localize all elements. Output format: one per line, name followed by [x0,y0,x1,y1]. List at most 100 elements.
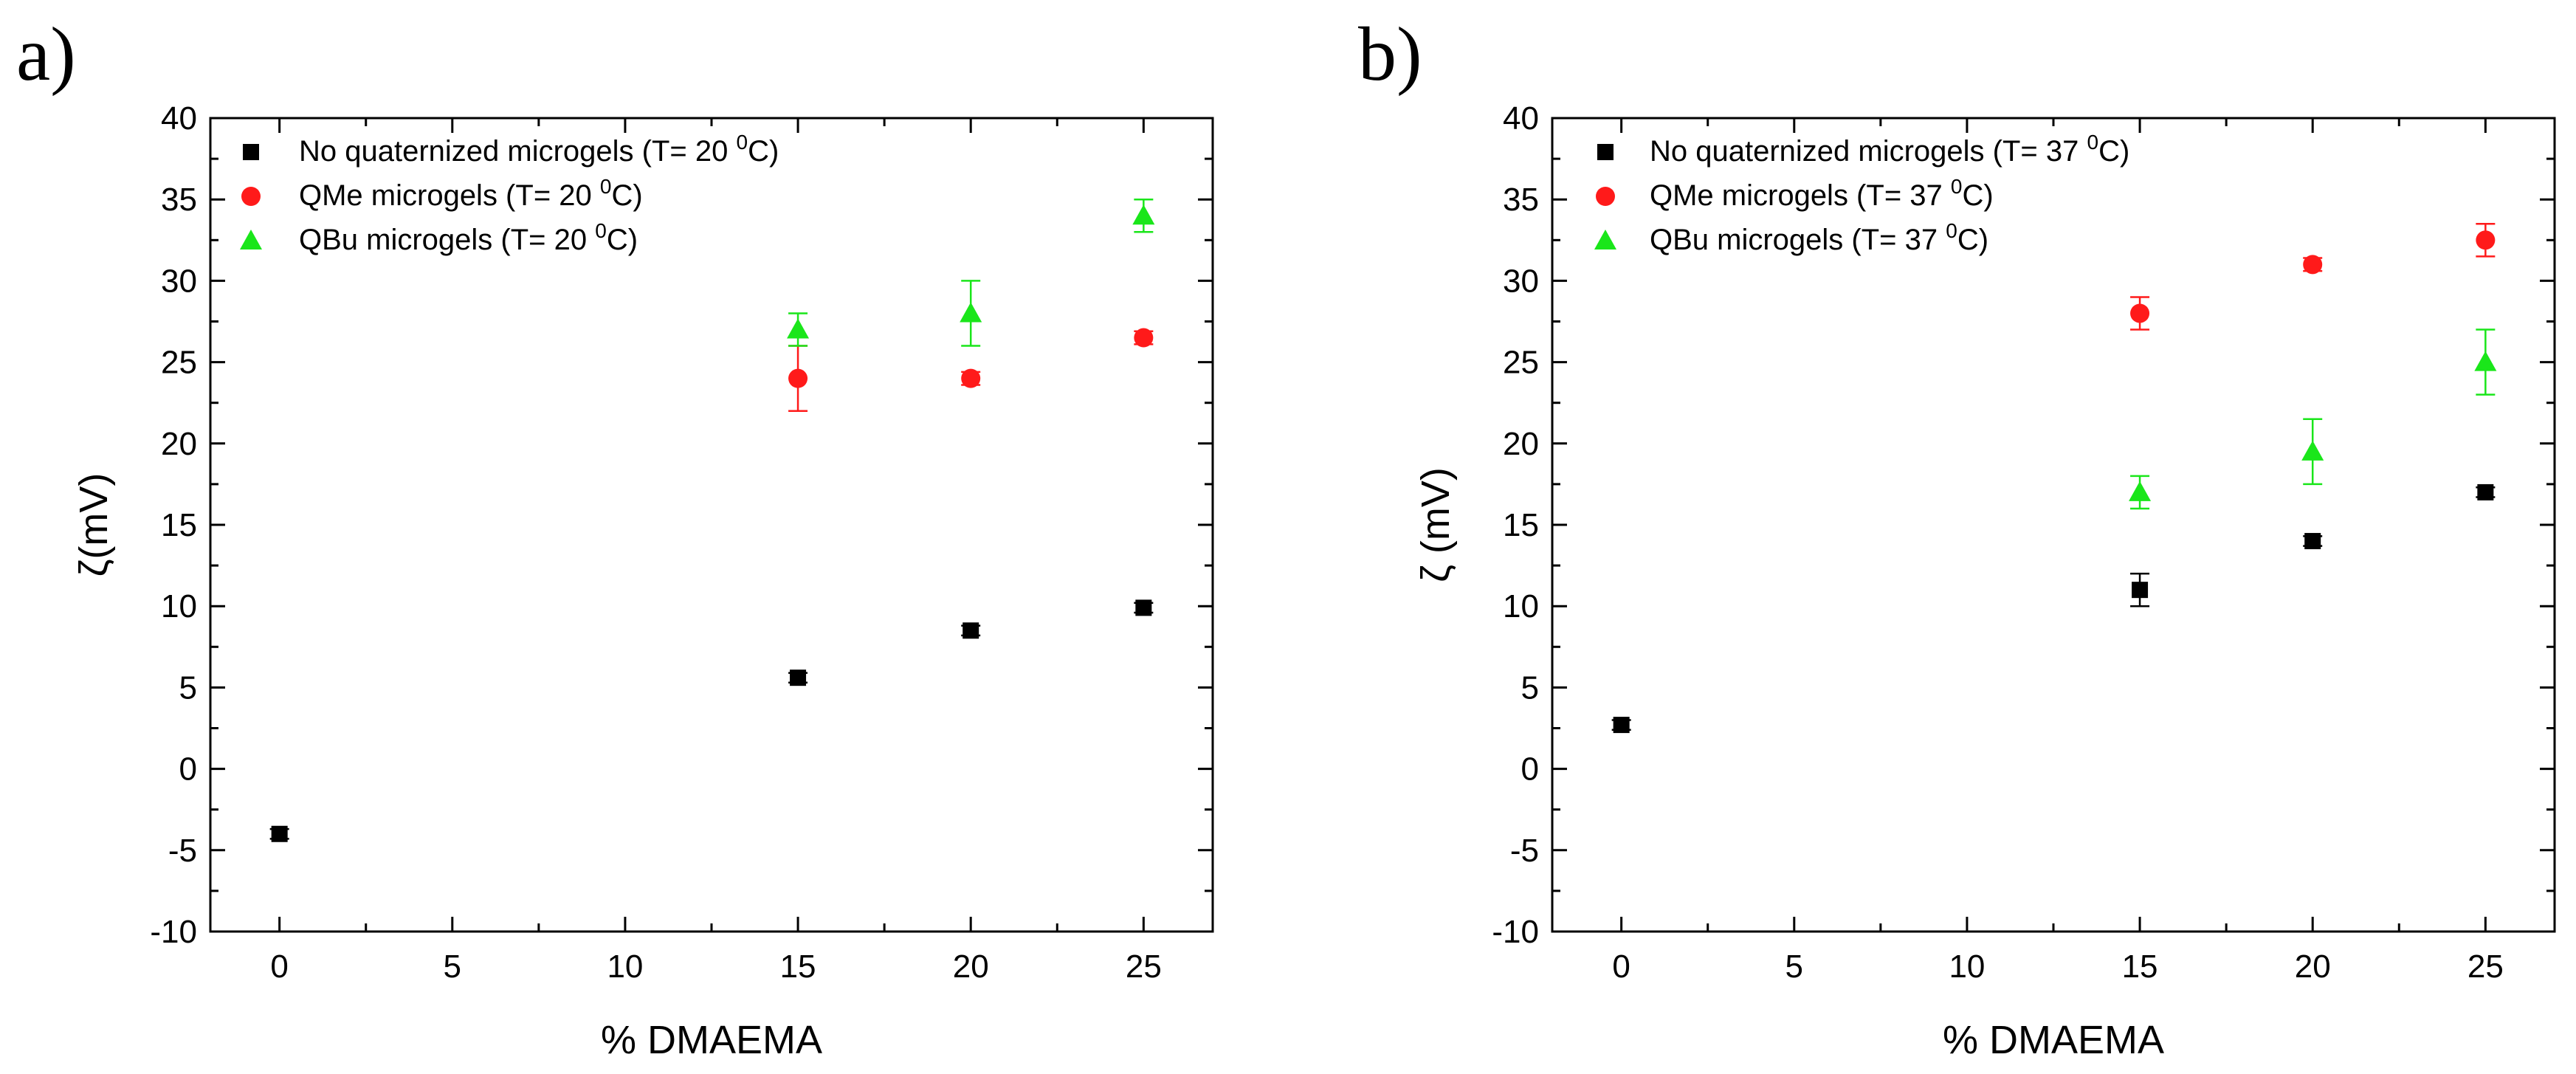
y-tick-label: 10 [1503,588,1539,624]
y-tick-label: 20 [161,426,197,462]
legend-marker [240,230,262,249]
data-point [787,318,810,339]
series-circle [788,328,1154,412]
y-tick-label: -5 [168,833,197,869]
y-tick-label: 5 [1521,669,1539,706]
y-tick-label: 5 [179,669,197,706]
legend-text-main: QMe microgels (T= 20 [299,179,600,212]
x-tick-label: 10 [1949,949,1985,985]
data-point [962,622,979,639]
data-point [788,368,808,388]
y-tick-label: 35 [1503,182,1539,218]
data-point [790,669,807,686]
legend-superscript: 0 [600,175,612,198]
legend-text-main: QMe microgels (T= 37 [1650,179,1951,212]
y-tick-label: 25 [1503,345,1539,381]
legend-entry: QMe microgels (T= 20 0C) [299,175,643,212]
legend-marker [241,187,261,206]
legend-marker [1596,187,1615,206]
legend-entry: QMe microgels (T= 37 0C) [1650,175,1994,212]
x-tick-label: 20 [2295,949,2331,985]
legend-entry: No quaternized microgels (T= 20 0C) [299,131,779,168]
legend-text-unit: C) [1957,224,1988,256]
x-tick-label: 15 [2122,949,2158,985]
legend-text-main: QBu microgels (T= 20 [299,224,595,256]
series-triangle [787,198,1155,347]
data-point [2474,351,2497,371]
legend-superscript: 0 [1951,175,1963,198]
y-tick-label: 30 [161,263,197,299]
data-point [1613,717,1630,734]
y-tick-label: 40 [1503,100,1539,137]
legend-entry: QBu microgels (T= 37 0C) [1650,219,1988,256]
chart-panel-a: a) 0 5 10 15 20 25 -10 -5 0 5 10 15 20 25 30 35 40 % DMAEM… [16,12,1214,1062]
legend-superscript: 0 [737,131,748,154]
legend-text-unit: C) [607,224,638,256]
y-tick-label: 0 [1521,751,1539,788]
legend: No quaternized microgels (T= 20 0C)QMe m… [240,131,779,256]
data-point [2129,481,2152,501]
y-tick-label: 10 [161,588,197,624]
legend-superscript: 0 [2087,131,2099,154]
x-tick-label: 20 [953,949,989,985]
legend-entry: QBu microgels (T= 20 0C) [299,219,638,256]
legend-text-unit: C) [611,179,642,212]
y-tick-label: -10 [1492,914,1539,950]
data-point [2476,230,2496,250]
legend-text-unit: C) [2098,135,2129,168]
x-axis-title: % DMAEMA [1943,1018,2164,1062]
x-tick-label: 5 [444,949,461,985]
legend-text-main: No quaternized microgels (T= 37 [1650,135,2087,168]
x-tick-label: 25 [2467,949,2504,985]
x-tick-label: 15 [780,949,816,985]
legend-marker [1594,230,1616,249]
x-tick-label: 25 [1126,949,1162,985]
y-tick-label: -5 [1510,833,1539,869]
x-tick-label: 0 [1612,949,1630,985]
x-tick-label: 0 [270,949,288,985]
y-tick-label: -10 [150,914,197,950]
data-point [2477,483,2494,500]
y-tick-label: 35 [161,182,197,218]
y-tick-label: 25 [161,345,197,381]
y-tick-label: 15 [1503,507,1539,543]
data-point [960,302,982,323]
data-point [2130,303,2150,323]
data-point [2304,533,2321,550]
legend-superscript: 0 [595,219,607,242]
panel-label: b) [1358,12,1422,97]
data-point [2301,440,2324,461]
y-axis-title: ζ(mV) [72,473,116,577]
legend-entry: No quaternized microgels (T= 37 0C) [1650,131,2129,168]
chart-panel-b: b) 0 5 10 15 20 25 -10 -5 0 5 10 15 20 25 30 35 40 % DMAEM… [1358,12,2556,1062]
series-circle [2130,223,2496,331]
x-tick-label: 10 [607,949,643,985]
data-point [961,368,981,388]
legend-text-main: No quaternized microgels (T= 20 [299,135,737,168]
legend-marker [243,144,259,160]
legend-superscript: 0 [1946,219,1957,242]
y-tick-label: 0 [179,751,197,788]
series-triangle [2129,328,2497,510]
data-point [2132,582,2149,599]
legend-text-main: QBu microgels (T= 37 [1650,224,1946,256]
legend: No quaternized microgels (T= 37 0C)QMe m… [1594,131,2129,256]
y-tick-label: 20 [1503,426,1539,462]
x-tick-label: 5 [1785,949,1803,985]
x-axis-title: % DMAEMA [601,1018,822,1062]
legend-text-unit: C) [748,135,779,168]
data-point [1134,328,1154,348]
y-tick-label: 15 [161,507,197,543]
data-point [1132,204,1155,225]
y-tick-label: 40 [161,100,197,137]
y-tick-label: 30 [1503,263,1539,299]
data-point [2303,255,2323,275]
panel-label: a) [16,12,76,97]
y-axis-title: ζ (mV) [1413,467,1458,582]
series-square [269,599,1154,842]
data-point [271,825,288,842]
legend-marker [1597,144,1614,160]
legend-text-unit: C) [1962,179,1993,212]
series-square [1611,483,2496,734]
